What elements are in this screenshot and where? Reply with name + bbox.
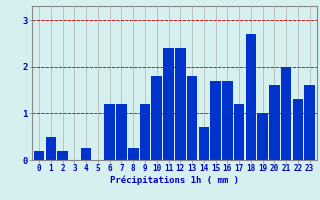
Bar xyxy=(293,99,303,160)
Bar xyxy=(116,104,127,160)
Bar xyxy=(45,137,56,160)
Bar xyxy=(210,81,221,160)
Bar xyxy=(34,151,44,160)
Bar xyxy=(128,148,139,160)
Bar xyxy=(57,151,68,160)
X-axis label: Précipitations 1h ( mm ): Précipitations 1h ( mm ) xyxy=(110,176,239,185)
Bar xyxy=(246,34,256,160)
Bar xyxy=(257,113,268,160)
Bar xyxy=(198,127,209,160)
Bar xyxy=(104,104,115,160)
Bar xyxy=(234,104,244,160)
Bar xyxy=(140,104,150,160)
Bar xyxy=(281,67,292,160)
Bar xyxy=(175,48,186,160)
Bar xyxy=(151,76,162,160)
Bar xyxy=(187,76,197,160)
Bar xyxy=(304,85,315,160)
Bar xyxy=(269,85,280,160)
Bar xyxy=(81,148,92,160)
Bar xyxy=(163,48,174,160)
Bar xyxy=(222,81,233,160)
